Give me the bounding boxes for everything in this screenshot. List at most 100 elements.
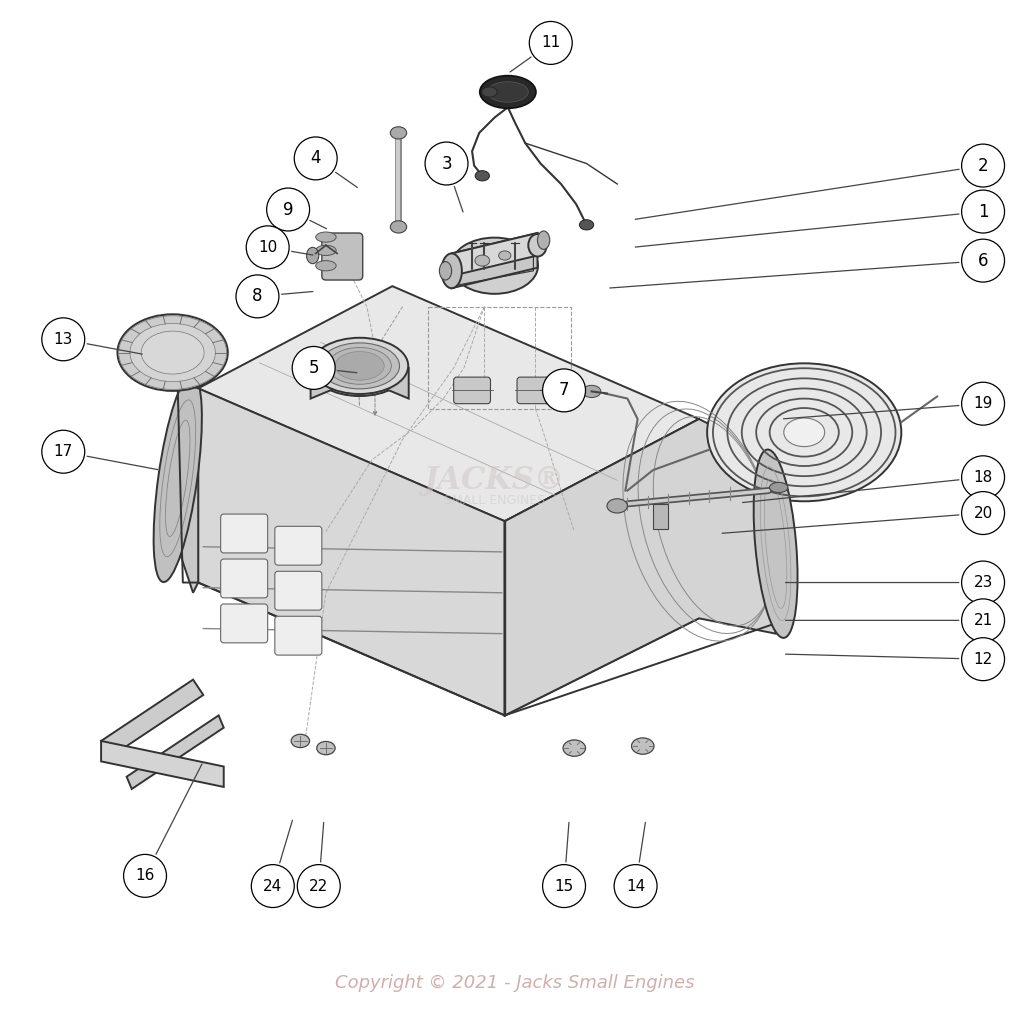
- Polygon shape: [311, 347, 409, 399]
- Circle shape: [962, 638, 1004, 681]
- Text: Copyright © 2021 - Jacks Small Engines: Copyright © 2021 - Jacks Small Engines: [335, 974, 695, 992]
- Polygon shape: [505, 419, 776, 715]
- Circle shape: [42, 318, 84, 361]
- Ellipse shape: [311, 337, 408, 394]
- Ellipse shape: [482, 87, 497, 97]
- Text: 11: 11: [541, 36, 560, 50]
- Text: 1: 1: [977, 202, 989, 221]
- FancyBboxPatch shape: [275, 526, 321, 565]
- Ellipse shape: [708, 363, 901, 502]
- Text: 10: 10: [259, 240, 277, 254]
- Polygon shape: [451, 233, 538, 288]
- Ellipse shape: [563, 740, 585, 756]
- Ellipse shape: [118, 316, 227, 389]
- Text: 5: 5: [308, 359, 319, 377]
- Ellipse shape: [328, 347, 391, 384]
- Circle shape: [614, 865, 657, 908]
- Polygon shape: [101, 680, 203, 756]
- Polygon shape: [198, 388, 505, 715]
- Ellipse shape: [364, 367, 386, 383]
- Polygon shape: [101, 741, 224, 787]
- Ellipse shape: [440, 262, 451, 280]
- Ellipse shape: [442, 253, 461, 288]
- Text: 18: 18: [973, 470, 993, 484]
- Text: 2: 2: [977, 156, 989, 175]
- Ellipse shape: [153, 374, 202, 583]
- Circle shape: [543, 369, 585, 412]
- Circle shape: [124, 854, 167, 897]
- FancyBboxPatch shape: [453, 377, 490, 404]
- Text: 22: 22: [309, 879, 329, 893]
- Ellipse shape: [130, 323, 215, 381]
- Circle shape: [42, 430, 84, 473]
- Ellipse shape: [390, 127, 407, 139]
- Circle shape: [962, 144, 1004, 187]
- Polygon shape: [653, 504, 668, 529]
- FancyBboxPatch shape: [517, 377, 554, 404]
- Text: 19: 19: [973, 397, 993, 411]
- Text: 12: 12: [973, 652, 993, 666]
- Ellipse shape: [319, 342, 400, 389]
- FancyBboxPatch shape: [220, 604, 268, 643]
- Ellipse shape: [538, 231, 550, 249]
- Ellipse shape: [117, 314, 228, 390]
- Ellipse shape: [141, 331, 204, 374]
- Text: 3: 3: [441, 154, 452, 173]
- Ellipse shape: [368, 370, 382, 380]
- Ellipse shape: [316, 261, 336, 271]
- Ellipse shape: [480, 76, 536, 108]
- Ellipse shape: [317, 742, 335, 754]
- Text: SMALL ENGINES: SMALL ENGINES: [444, 495, 545, 507]
- Text: 8: 8: [252, 287, 263, 306]
- Circle shape: [236, 275, 279, 318]
- Polygon shape: [198, 286, 699, 521]
- Circle shape: [962, 492, 1004, 535]
- Circle shape: [962, 599, 1004, 642]
- Ellipse shape: [390, 221, 407, 233]
- Ellipse shape: [769, 482, 788, 493]
- Text: 21: 21: [973, 613, 993, 628]
- Circle shape: [962, 190, 1004, 233]
- Ellipse shape: [475, 171, 489, 181]
- Circle shape: [543, 865, 585, 908]
- Ellipse shape: [631, 738, 654, 754]
- Ellipse shape: [291, 734, 310, 748]
- Text: 6: 6: [977, 251, 989, 270]
- Ellipse shape: [784, 418, 825, 447]
- FancyBboxPatch shape: [220, 559, 268, 598]
- Circle shape: [529, 21, 573, 64]
- Text: 16: 16: [135, 869, 154, 883]
- Circle shape: [298, 865, 340, 908]
- Circle shape: [962, 561, 1004, 604]
- Circle shape: [293, 346, 335, 389]
- Polygon shape: [127, 715, 224, 789]
- Ellipse shape: [487, 82, 528, 102]
- Ellipse shape: [451, 237, 538, 294]
- Text: 24: 24: [263, 879, 282, 893]
- FancyBboxPatch shape: [220, 514, 268, 553]
- Circle shape: [425, 142, 468, 185]
- Circle shape: [962, 456, 1004, 499]
- FancyBboxPatch shape: [321, 233, 363, 280]
- Ellipse shape: [311, 339, 408, 397]
- Ellipse shape: [307, 247, 318, 264]
- Ellipse shape: [499, 250, 511, 261]
- Text: 17: 17: [54, 445, 73, 459]
- Text: 7: 7: [559, 381, 570, 400]
- FancyBboxPatch shape: [275, 571, 321, 610]
- Polygon shape: [505, 419, 699, 715]
- Circle shape: [962, 382, 1004, 425]
- Text: 4: 4: [310, 149, 321, 168]
- Circle shape: [295, 137, 337, 180]
- Circle shape: [251, 865, 295, 908]
- Circle shape: [246, 226, 289, 269]
- Ellipse shape: [754, 450, 797, 638]
- Text: 20: 20: [973, 506, 993, 520]
- Ellipse shape: [528, 234, 547, 257]
- Text: 23: 23: [973, 575, 993, 590]
- Text: 9: 9: [283, 200, 294, 219]
- Ellipse shape: [607, 499, 627, 513]
- Circle shape: [267, 188, 310, 231]
- Ellipse shape: [316, 245, 336, 256]
- Polygon shape: [163, 378, 198, 593]
